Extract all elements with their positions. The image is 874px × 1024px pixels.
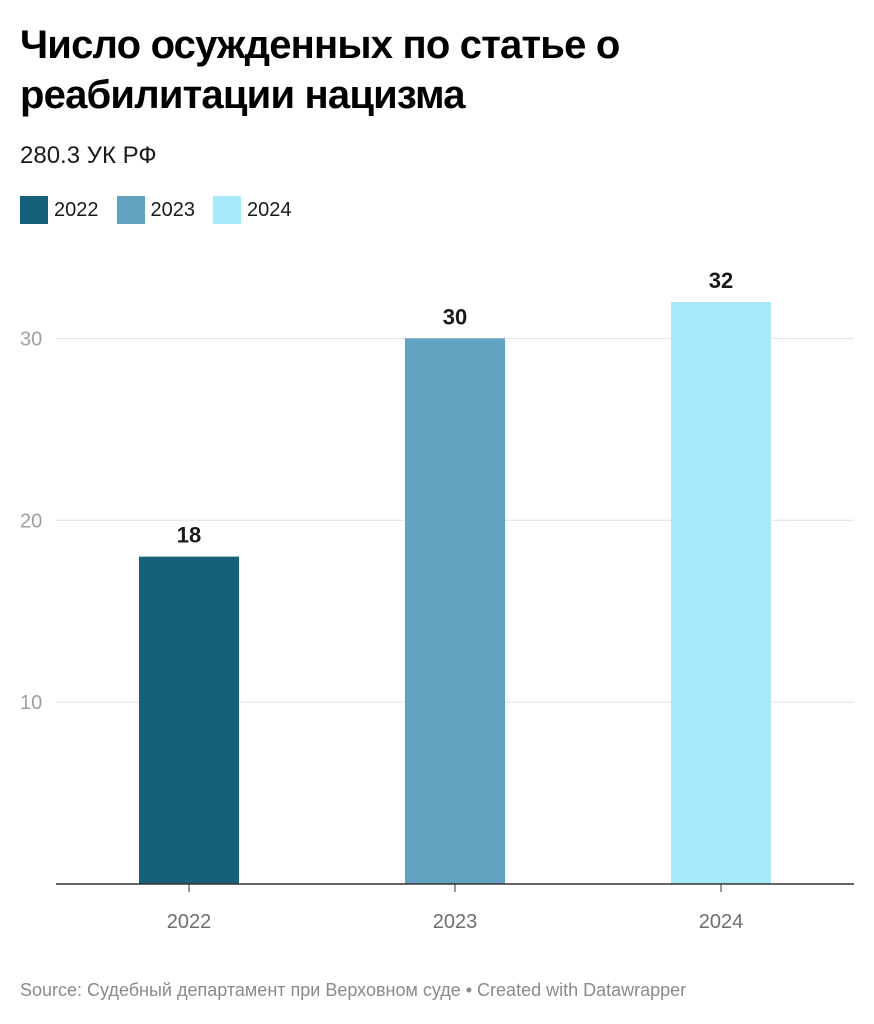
x-tick-label-2024: 2024 (699, 911, 744, 933)
legend: 2022 2023 2024 (20, 196, 310, 224)
legend-item-2023: 2023 (116, 196, 196, 224)
legend-item-2022: 2022 (20, 196, 99, 224)
source-note: Source: Судебный департамент при Верховн… (20, 980, 687, 1000)
legend-swatch-2024 (213, 196, 241, 224)
data-label-2024: 32 (709, 268, 733, 293)
chart-title: Число осужденных по статье о реабилитаци… (20, 23, 620, 117)
legend-swatch-2022 (20, 196, 48, 224)
data-label-2023: 30 (443, 304, 467, 329)
bar-2023 (405, 338, 505, 884)
chart-subtitle: 280.3 УК РФ (20, 142, 157, 169)
legend-swatch-2023 (116, 196, 145, 224)
bar-2022 (139, 556, 239, 884)
legend-item-2024: 2024 (213, 196, 292, 224)
bar-2024 (671, 302, 771, 884)
legend-label-2023: 2023 (150, 198, 196, 221)
y-tick-label-10: 10 (20, 692, 42, 714)
x-tick-label-2023: 2023 (433, 911, 478, 933)
bar-chart: 10 20 30 18 2022 30 2023 32 2024 (20, 268, 854, 933)
x-tick-label-2022: 2022 (167, 911, 212, 933)
y-tick-label-20: 20 (20, 510, 42, 532)
data-label-2022: 18 (177, 523, 201, 548)
legend-label-2024: 2024 (247, 198, 292, 221)
legend-label-2022: 2022 (54, 198, 99, 221)
y-tick-label-30: 30 (20, 328, 42, 350)
